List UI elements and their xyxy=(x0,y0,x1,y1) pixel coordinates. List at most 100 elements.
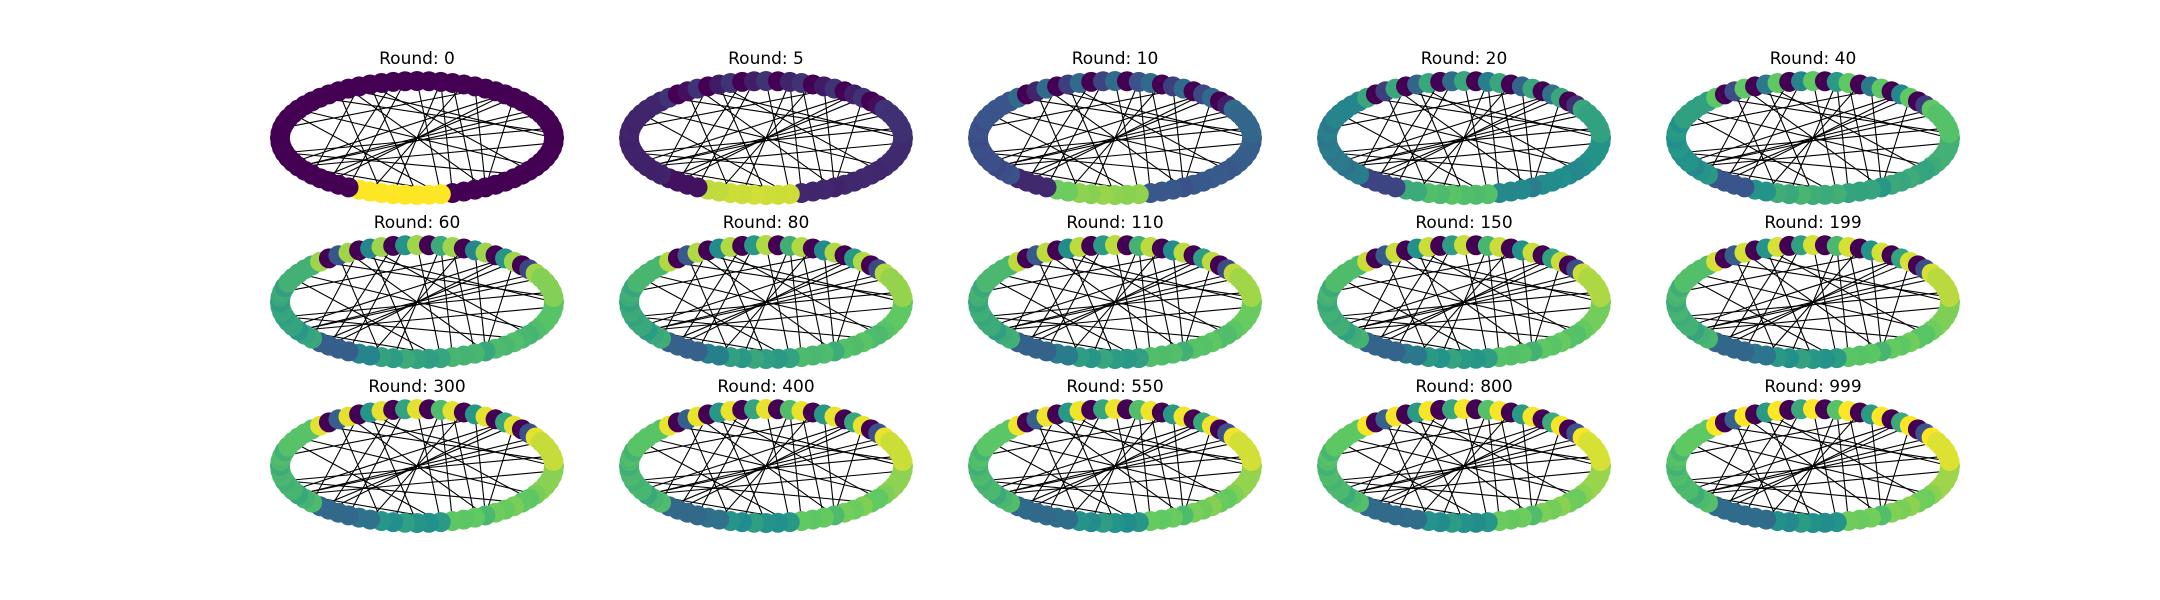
graph-edge xyxy=(1345,470,1601,496)
graph-edge xyxy=(1733,419,1779,522)
graph-edge xyxy=(1339,93,1553,163)
graph-edge xyxy=(1733,91,1779,194)
graph-edge xyxy=(697,252,904,303)
graph-edge xyxy=(647,142,903,168)
graph-edge xyxy=(1788,409,1838,523)
graph-edge xyxy=(641,93,855,163)
graph-edge xyxy=(660,414,709,503)
graph-edge xyxy=(1880,425,1911,516)
graph-edge xyxy=(1395,88,1602,139)
graph-edge xyxy=(1765,84,1814,196)
graph-edge xyxy=(1328,416,1533,457)
graph-edge xyxy=(1375,81,1441,182)
graph-edge xyxy=(697,88,904,139)
graph-edge xyxy=(660,86,709,175)
graph-edge xyxy=(641,277,791,359)
graph-edge xyxy=(718,412,767,524)
graph-node xyxy=(1241,123,1262,144)
graph-edge xyxy=(1744,252,1951,303)
graph-edge xyxy=(1694,441,1938,496)
graph-edge xyxy=(1009,250,1058,339)
graph-edge xyxy=(996,441,1240,496)
graph-edge xyxy=(1765,248,1814,360)
graph-edge xyxy=(697,408,755,516)
graph-edge xyxy=(392,409,442,523)
graph-edge xyxy=(630,416,835,457)
graph-edge xyxy=(833,97,864,188)
graph-edge xyxy=(348,408,406,516)
graph-edge xyxy=(1688,113,1838,195)
graph-edge xyxy=(647,470,903,496)
graph-edge xyxy=(990,113,1140,195)
graph-edge xyxy=(647,113,891,168)
graph-edge xyxy=(1463,80,1489,195)
graph-edge xyxy=(1114,408,1140,523)
graph-panel-round-80: Round: 80 xyxy=(619,213,913,369)
graph-node xyxy=(1241,451,1262,472)
graph-edge xyxy=(1531,425,1562,516)
graph-edge xyxy=(1358,86,1407,175)
graph-edge xyxy=(718,84,767,196)
graph-edge xyxy=(1463,408,1489,523)
graph-edge xyxy=(1688,441,1838,523)
graph-edge xyxy=(369,84,418,196)
graph-edge xyxy=(1345,306,1601,332)
graph-edge xyxy=(1677,252,1882,293)
graph-panel-round-0: Round: 0 xyxy=(270,49,564,205)
graph-edge xyxy=(1694,142,1950,168)
graph-node xyxy=(1939,123,1960,144)
graph-edge xyxy=(1328,88,1533,129)
graph-edge xyxy=(990,441,1140,523)
graph-edge xyxy=(1067,411,1228,500)
graph-edge xyxy=(697,80,755,188)
graph-edge xyxy=(1788,81,1838,195)
graph-edge xyxy=(369,411,530,500)
panel-title: Round: 550 xyxy=(1066,377,1163,397)
graph-panel-round-110: Round: 110 xyxy=(968,213,1262,369)
graph-edge xyxy=(1724,81,1790,182)
graph-edge xyxy=(1345,277,1589,332)
graph-edge xyxy=(1416,83,1577,172)
graph-edge xyxy=(298,441,542,496)
graph-edge xyxy=(369,83,530,172)
graph-edge xyxy=(369,412,418,524)
panel-title: Round: 10 xyxy=(1072,49,1159,69)
graph-edge xyxy=(697,416,904,467)
graph-edge xyxy=(641,421,855,491)
panel-title: Round: 300 xyxy=(368,377,465,397)
graph-edge xyxy=(1694,113,1938,168)
graph-edge xyxy=(1009,86,1058,175)
graph-edge xyxy=(292,113,442,195)
graph-edge xyxy=(765,408,791,523)
graph-edge xyxy=(1035,419,1081,522)
graph-edge xyxy=(1339,113,1489,195)
panel-title: Round: 40 xyxy=(1770,49,1857,69)
graph-edge xyxy=(1395,80,1453,188)
panel-title: Round: 20 xyxy=(1421,49,1508,69)
graph-edge xyxy=(298,142,554,168)
graph-edge xyxy=(1328,252,1533,293)
graph-panel-round-150: Round: 150 xyxy=(1317,213,1611,369)
graph-edge xyxy=(1345,441,1589,496)
graph-edge xyxy=(1733,255,1779,358)
graph-edge xyxy=(337,91,383,194)
graph-edge xyxy=(416,80,442,195)
graph-edge xyxy=(677,81,743,182)
panel-title: Round: 5 xyxy=(728,49,804,69)
graph-edge xyxy=(996,113,1240,168)
graph-node xyxy=(543,123,564,144)
graph-edge xyxy=(1531,261,1562,352)
graph-edge xyxy=(1114,244,1140,359)
graph-edge xyxy=(1688,421,1902,491)
graph-edge xyxy=(1463,244,1489,359)
graph-edge xyxy=(281,416,486,457)
graph-edge xyxy=(337,255,383,358)
graph-edge xyxy=(292,93,506,163)
graph-edge xyxy=(484,97,515,188)
graph-edge xyxy=(1694,470,1950,496)
graph-edge xyxy=(1090,81,1140,195)
graph-edge xyxy=(647,306,903,332)
graph-edge xyxy=(996,306,1252,332)
graph-edge xyxy=(1788,245,1838,359)
